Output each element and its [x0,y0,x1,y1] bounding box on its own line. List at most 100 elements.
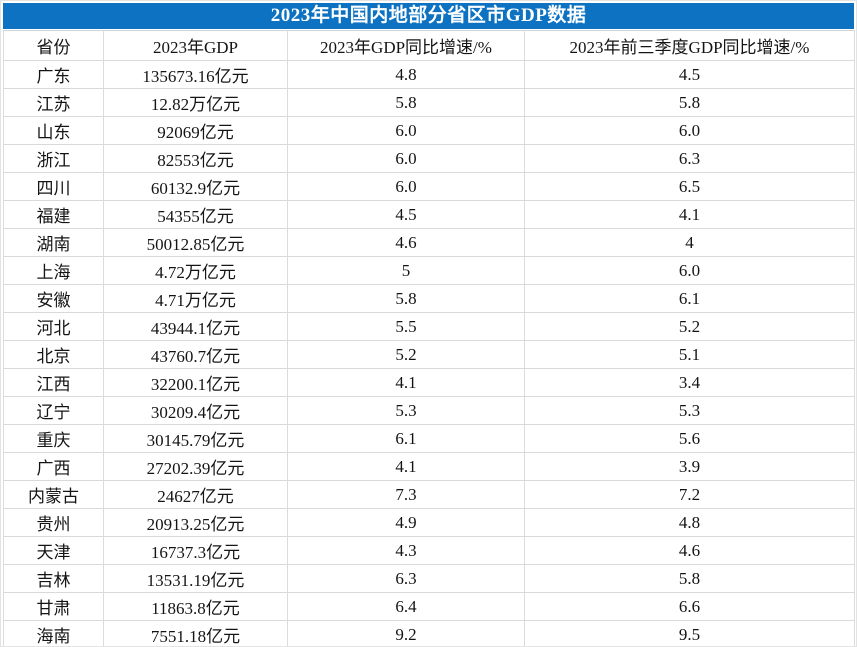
gdp-cell: 12.82万亿元 [103,88,288,117]
page-title: 2023年中国内地部分省区市GDP数据 [270,5,587,26]
gdp-cell: 13531.19亿元 [103,564,288,593]
growth-q1-q3-cell: 5.2 [524,312,855,341]
growth-2023-cell: 7.3 [287,480,525,509]
growth-q1-q3-cell: 6.6 [524,592,855,621]
growth-q1-q3-cell: 6.0 [524,116,855,145]
province-cell: 四川 [3,172,104,201]
table-row: 重庆 30145.79亿元 6.1 5.6 [3,424,855,453]
table-body: 广东 135673.16亿元 4.8 4.5 江苏 12.82万亿元 5.8 5… [3,60,855,646]
gdp-cell: 30209.4亿元 [103,396,288,425]
province-cell: 广西 [3,452,104,481]
growth-2023-cell: 5.2 [287,340,525,369]
table-row: 内蒙古 24627亿元 7.3 7.2 [3,480,855,509]
growth-q1-q3-cell: 5.3 [524,396,855,425]
header-gdp: 2023年GDP [103,30,288,61]
province-cell: 山东 [3,116,104,145]
growth-2023-cell: 5 [287,256,525,285]
province-cell: 浙江 [3,144,104,173]
growth-2023-cell: 6.3 [287,564,525,593]
table-row: 广西 27202.39亿元 4.1 3.9 [3,452,855,481]
gdp-cell: 82553亿元 [103,144,288,173]
gdp-cell: 43760.7亿元 [103,340,288,369]
table-row: 吉林 13531.19亿元 6.3 5.8 [3,564,855,593]
gdp-cell: 32200.1亿元 [103,368,288,397]
table-row: 上海 4.72万亿元 5 6.0 [3,256,855,285]
table-row: 安徽 4.71万亿元 5.8 6.1 [3,284,855,313]
gdp-cell: 60132.9亿元 [103,172,288,201]
growth-q1-q3-cell: 5.1 [524,340,855,369]
growth-q1-q3-cell: 5.8 [524,88,855,117]
province-cell: 吉林 [3,564,104,593]
growth-2023-cell: 4.1 [287,368,525,397]
table-row: 天津 16737.3亿元 4.3 4.6 [3,536,855,565]
growth-q1-q3-cell: 6.3 [524,144,855,173]
province-cell: 福建 [3,200,104,229]
table-row: 贵州 20913.25亿元 4.9 4.8 [3,508,855,537]
gdp-cell: 135673.16亿元 [103,60,288,89]
gdp-cell: 11863.8亿元 [103,592,288,621]
table-row: 河北 43944.1亿元 5.5 5.2 [3,312,855,341]
table-row: 海南 7551.18亿元 9.2 9.5 [3,620,855,646]
header-growth-q1-q3: 2023年前三季度GDP同比增速/% [524,30,855,61]
growth-2023-cell: 5.8 [287,88,525,117]
province-cell: 重庆 [3,424,104,453]
growth-q1-q3-cell: 3.4 [524,368,855,397]
gdp-cell: 4.71万亿元 [103,284,288,313]
growth-2023-cell: 6.0 [287,116,525,145]
table-row: 福建 54355亿元 4.5 4.1 [3,200,855,229]
growth-2023-cell: 4.9 [287,508,525,537]
table-row: 浙江 82553亿元 6.0 6.3 [3,144,855,173]
header-row: 省份 2023年GDP 2023年GDP同比增速/% 2023年前三季度GDP同… [3,30,855,61]
header-growth-2023: 2023年GDP同比增速/% [287,30,525,61]
gdp-cell: 7551.18亿元 [103,620,288,646]
table-row: 山东 92069亿元 6.0 6.0 [3,116,855,145]
gdp-cell: 27202.39亿元 [103,452,288,481]
growth-q1-q3-cell: 4 [524,228,855,257]
growth-q1-q3-cell: 9.5 [524,620,855,646]
gdp-cell: 20913.25亿元 [103,508,288,537]
table-row: 北京 43760.7亿元 5.2 5.1 [3,340,855,369]
province-cell: 辽宁 [3,396,104,425]
province-cell: 江西 [3,368,104,397]
growth-q1-q3-cell: 5.8 [524,564,855,593]
table-row: 四川 60132.9亿元 6.0 6.5 [3,172,855,201]
growth-2023-cell: 9.2 [287,620,525,646]
growth-2023-cell: 4.8 [287,60,525,89]
table-row: 江苏 12.82万亿元 5.8 5.8 [3,88,855,117]
growth-2023-cell: 4.3 [287,536,525,565]
growth-2023-cell: 4.5 [287,200,525,229]
growth-2023-cell: 5.8 [287,284,525,313]
growth-q1-q3-cell: 6.5 [524,172,855,201]
province-cell: 广东 [3,60,104,89]
growth-q1-q3-cell: 6.0 [524,256,855,285]
growth-2023-cell: 5.3 [287,396,525,425]
growth-q1-q3-cell: 4.8 [524,508,855,537]
gdp-cell: 16737.3亿元 [103,536,288,565]
province-cell: 贵州 [3,508,104,537]
province-cell: 海南 [3,620,104,646]
table-row: 辽宁 30209.4亿元 5.3 5.3 [3,396,855,425]
province-cell: 北京 [3,340,104,369]
growth-q1-q3-cell: 6.1 [524,284,855,313]
province-cell: 湖南 [3,228,104,257]
gdp-cell: 50012.85亿元 [103,228,288,257]
province-cell: 甘肃 [3,592,104,621]
table-header: 省份 2023年GDP 2023年GDP同比增速/% 2023年前三季度GDP同… [3,30,855,61]
growth-2023-cell: 6.4 [287,592,525,621]
growth-q1-q3-cell: 5.6 [524,424,855,453]
title-bar: 2023年中国内地部分省区市GDP数据 [3,3,854,29]
gdp-cell: 30145.79亿元 [103,424,288,453]
growth-q1-q3-cell: 3.9 [524,452,855,481]
gdp-cell: 54355亿元 [103,200,288,229]
table-row: 甘肃 11863.8亿元 6.4 6.6 [3,592,855,621]
growth-2023-cell: 6.0 [287,172,525,201]
province-cell: 安徽 [3,284,104,313]
province-cell: 江苏 [3,88,104,117]
growth-q1-q3-cell: 4.5 [524,60,855,89]
table-row: 广东 135673.16亿元 4.8 4.5 [3,60,855,89]
gdp-cell: 43944.1亿元 [103,312,288,341]
growth-q1-q3-cell: 7.2 [524,480,855,509]
growth-2023-cell: 4.1 [287,452,525,481]
gdp-cell: 92069亿元 [103,116,288,145]
